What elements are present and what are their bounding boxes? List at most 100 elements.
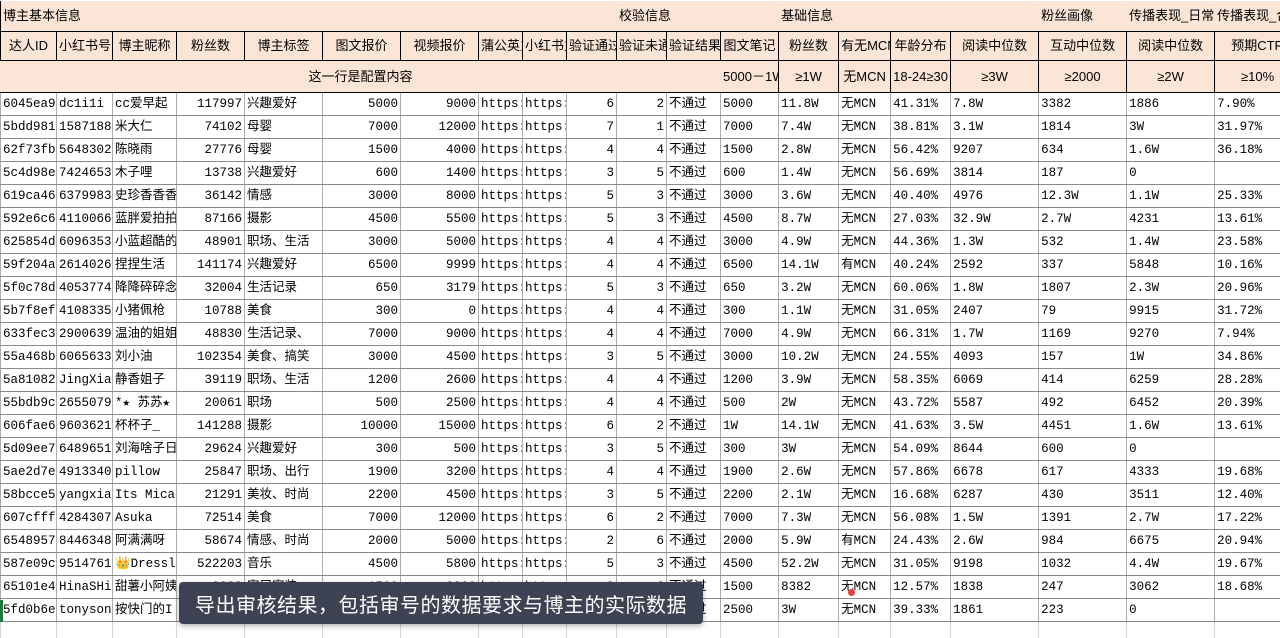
- empty-cell[interactable]: [112, 621, 177, 638]
- cell-read-median-daily[interactable]: 1.8W: [950, 276, 1040, 300]
- col-header-read-median-coop[interactable]: 阅读中位数: [1126, 31, 1216, 61]
- cell-xhs-id[interactable]: 265507902: [56, 391, 113, 415]
- cell-mcn[interactable]: 无MCN: [838, 437, 892, 461]
- cell-read-median-coop[interactable]: 1.6W: [1126, 414, 1216, 438]
- cell-xhs-link[interactable]: https://w: [522, 92, 567, 116]
- cell-pic-price[interactable]: 1500: [322, 138, 401, 162]
- cell-mcn[interactable]: 无MCN: [838, 368, 892, 392]
- cell-engage-median-daily[interactable]: 247: [1038, 575, 1128, 599]
- cell-pic-price[interactable]: 650: [322, 276, 401, 300]
- table-row[interactable]: 587e09c98951476179👑Dressle522203音乐450058…: [0, 552, 1280, 576]
- cell-verify-result[interactable]: 不通过: [666, 322, 722, 346]
- cell-read-median-daily[interactable]: 9198: [950, 552, 1040, 576]
- cell-engage-median-daily[interactable]: 337: [1038, 253, 1128, 277]
- cell-read-median-coop[interactable]: 9270: [1126, 322, 1216, 346]
- col-header-video-price[interactable]: 视频报价: [400, 31, 479, 61]
- cell-nickname[interactable]: *★ 苏苏★: [112, 391, 177, 415]
- cell-fans-count[interactable]: 7.4W: [778, 115, 840, 139]
- cell-verify-result[interactable]: 不通过: [666, 414, 722, 438]
- cell-verify-pass[interactable]: 7: [565, 115, 618, 139]
- cell-mcn[interactable]: 无MCN: [838, 391, 892, 415]
- cell-xhs-link[interactable]: https://w: [522, 207, 567, 231]
- col-header-xhs-link[interactable]: 小红书主: [522, 31, 567, 61]
- cell-xhs-id[interactable]: 405377423: [56, 276, 113, 300]
- cell-pic-price[interactable]: 7000: [322, 115, 401, 139]
- cell-pgy-link[interactable]: https://p: [478, 483, 523, 507]
- cell-age-dist[interactable]: 12.57%: [890, 575, 952, 599]
- cell-daren-id[interactable]: 59f204a91: [0, 253, 57, 277]
- cell-verify-fail[interactable]: 4: [616, 460, 668, 484]
- cell-age-dist[interactable]: 31.05%: [890, 552, 952, 576]
- cell-fans[interactable]: 72514: [176, 506, 245, 530]
- cell-daren-id[interactable]: 5fd0b6e20: [0, 598, 57, 622]
- cell-engage-median-daily[interactable]: 1169: [1038, 322, 1128, 346]
- cell-engage-median-daily[interactable]: 4451: [1038, 414, 1128, 438]
- cell-verify-fail[interactable]: 1: [616, 115, 668, 139]
- cell-tags[interactable]: 音乐: [244, 552, 323, 576]
- cell-pgy-link[interactable]: https://p: [478, 184, 523, 208]
- empty-cell[interactable]: [0, 621, 57, 638]
- cell-note-price[interactable]: 1900: [720, 460, 780, 484]
- cell-fans-count[interactable]: 2W: [778, 391, 840, 415]
- cell-mcn[interactable]: 有MCN: [838, 253, 892, 277]
- cell-video-price[interactable]: 8000: [400, 184, 479, 208]
- cell-verify-result[interactable]: 不通过: [666, 230, 722, 254]
- empty-cell[interactable]: [950, 621, 1040, 638]
- cell-xhs-link[interactable]: https://w: [522, 437, 567, 461]
- col-header-verify-fail[interactable]: 验证未通: [616, 31, 668, 61]
- cell-mcn[interactable]: 无MCN: [838, 207, 892, 231]
- table-row[interactable]: 5d09ee760648965108刘海啥子日29624兴趣爱好300500ht…: [0, 437, 1280, 461]
- cell-daren-id[interactable]: 5a81082c4: [0, 368, 57, 392]
- cell-xhs-link[interactable]: https://w: [522, 138, 567, 162]
- cell-engage-median-daily[interactable]: 157: [1038, 345, 1128, 369]
- cell-pgy-link[interactable]: https://p: [478, 322, 523, 346]
- cell-mcn[interactable]: 无MCN: [838, 575, 892, 599]
- cell-note-price[interactable]: 3000: [720, 230, 780, 254]
- cell-video-price[interactable]: 9999: [400, 253, 479, 277]
- cell-ctr[interactable]: 23.58%: [1214, 230, 1280, 254]
- cell-read-median-daily[interactable]: 7.8W: [950, 92, 1040, 116]
- cell-daren-id[interactable]: 654895710: [0, 529, 57, 553]
- cell-verify-fail[interactable]: 4: [616, 138, 668, 162]
- cell-ctr[interactable]: 36.18%: [1214, 138, 1280, 162]
- cell-video-price[interactable]: 3179: [400, 276, 479, 300]
- cell-xhs-id[interactable]: 564830211: [56, 138, 113, 162]
- cell-xhs-id[interactable]: 609635344: [56, 230, 113, 254]
- cell-daren-id[interactable]: 606fae640: [0, 414, 57, 438]
- cell-fans[interactable]: 117997: [176, 92, 245, 116]
- cell-fans-count[interactable]: 2.8W: [778, 138, 840, 162]
- cell-read-median-coop[interactable]: 1.1W: [1126, 184, 1216, 208]
- cell-read-median-daily[interactable]: 6287: [950, 483, 1040, 507]
- cell-fans-count[interactable]: 5.9W: [778, 529, 840, 553]
- cell-verify-pass[interactable]: 3: [565, 161, 618, 185]
- cell-xhs-id[interactable]: 158718836: [56, 115, 113, 139]
- cell-fans[interactable]: 29624: [176, 437, 245, 461]
- cell-video-price[interactable]: 4500: [400, 345, 479, 369]
- cell-note-price[interactable]: 4500: [720, 552, 780, 576]
- empty-row[interactable]: [0, 621, 1280, 638]
- table-row[interactable]: 5bdd98188158718836米大仁74102母婴700012000htt…: [0, 115, 1280, 139]
- cell-engage-median-daily[interactable]: 634: [1038, 138, 1128, 162]
- cell-verify-fail[interactable]: 3: [616, 276, 668, 300]
- cell-mcn[interactable]: 无MCN: [838, 299, 892, 323]
- cell-daren-id[interactable]: 633fec3c0: [0, 322, 57, 346]
- cell-ctr[interactable]: 20.96%: [1214, 276, 1280, 300]
- cell-video-price[interactable]: 500: [400, 437, 479, 461]
- cell-ctr[interactable]: 12.40%: [1214, 483, 1280, 507]
- cell-read-median-daily[interactable]: 2.6W: [950, 529, 1040, 553]
- cell-nickname[interactable]: 刘海啥子日: [112, 437, 177, 461]
- cell-read-median-coop[interactable]: 3W: [1126, 115, 1216, 139]
- cell-read-median-daily[interactable]: 3814: [950, 161, 1040, 185]
- cell-daren-id[interactable]: 65101e4f0: [0, 575, 57, 599]
- cell-pgy-link[interactable]: https://p: [478, 207, 523, 231]
- cell-xhs-link[interactable]: https://w: [522, 115, 567, 139]
- cell-note-price[interactable]: 1500: [720, 138, 780, 162]
- cell-xhs-id[interactable]: 491334020: [56, 460, 113, 484]
- cell-ctr[interactable]: 31.97%: [1214, 115, 1280, 139]
- cell-verify-result[interactable]: 不通过: [666, 161, 722, 185]
- cell-mcn[interactable]: 无MCN: [838, 598, 892, 622]
- cell-note-price[interactable]: 1W: [720, 414, 780, 438]
- cell-age-dist[interactable]: 44.36%: [890, 230, 952, 254]
- cell-verify-result[interactable]: 不通过: [666, 368, 722, 392]
- cell-nickname[interactable]: 温油的姐姐: [112, 322, 177, 346]
